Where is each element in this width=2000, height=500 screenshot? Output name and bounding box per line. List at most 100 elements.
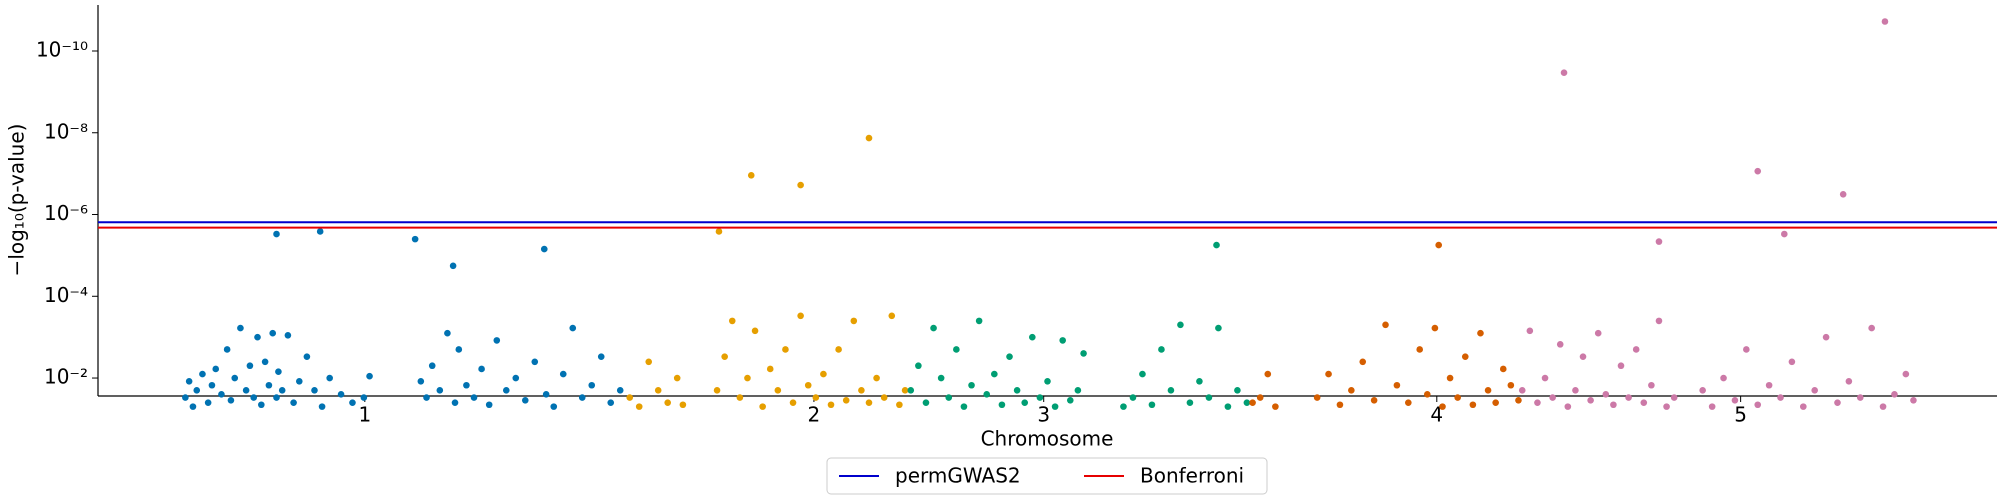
x-axis-label: Chromosome: [981, 427, 1114, 451]
point: [759, 403, 766, 410]
point: [227, 396, 235, 404]
point: [316, 228, 324, 235]
point: [1148, 401, 1156, 409]
point: [1699, 387, 1706, 394]
point: [865, 134, 873, 142]
point: [360, 394, 368, 401]
point: [1891, 391, 1898, 398]
point: [713, 387, 721, 394]
point: [1036, 394, 1044, 401]
point: [423, 394, 430, 401]
point: [540, 245, 548, 253]
point: [1139, 370, 1146, 378]
point: [1902, 370, 1910, 378]
point: [290, 399, 297, 406]
point: [1431, 324, 1439, 332]
point: [1518, 387, 1526, 394]
point: [269, 329, 277, 337]
point: [827, 401, 835, 409]
point: [1446, 374, 1454, 382]
point: [1625, 394, 1632, 401]
point: [1186, 399, 1194, 406]
y-tick-label: 10⁻⁴: [44, 283, 88, 307]
point: [945, 394, 953, 401]
point: [626, 394, 634, 401]
point: [337, 391, 345, 398]
point: [1336, 401, 1344, 409]
point: [1881, 18, 1889, 25]
y-axis-label: −log₁₀(p-value): [5, 124, 29, 277]
point: [1382, 321, 1389, 329]
point: [1579, 353, 1587, 360]
point: [485, 401, 493, 409]
point: [797, 312, 804, 320]
point: [311, 387, 318, 394]
point: [1256, 394, 1264, 401]
point: [960, 403, 968, 410]
point: [1044, 377, 1051, 385]
point: [531, 358, 539, 366]
point: [937, 374, 945, 382]
point: [616, 387, 624, 394]
point: [812, 394, 820, 401]
point: [204, 399, 212, 406]
point: [1499, 365, 1507, 373]
point: [744, 374, 751, 382]
point: [1788, 358, 1796, 366]
point: [751, 327, 759, 335]
point: [1811, 387, 1818, 394]
point: [1754, 167, 1762, 175]
point: [896, 401, 903, 409]
point: [907, 387, 915, 394]
point: [1129, 394, 1137, 401]
point: [451, 399, 459, 406]
point: [1587, 396, 1594, 404]
point: [1632, 346, 1640, 353]
point: [1224, 403, 1232, 410]
point: [1454, 394, 1461, 401]
point: [1120, 403, 1127, 410]
point: [1720, 374, 1727, 382]
point: [991, 370, 998, 378]
point: [968, 381, 975, 389]
point: [246, 362, 254, 370]
point: [721, 353, 728, 360]
point: [1534, 399, 1541, 406]
point: [193, 387, 201, 394]
point: [478, 365, 485, 373]
point: [975, 317, 983, 325]
point: [1074, 387, 1082, 394]
point: [1834, 399, 1841, 406]
legend-label: permGWAS2: [895, 464, 1021, 488]
point: [223, 346, 231, 353]
point: [645, 358, 653, 366]
point: [366, 372, 373, 380]
point: [789, 399, 797, 406]
point: [880, 394, 888, 401]
point: [915, 362, 922, 370]
point: [1839, 190, 1847, 198]
point: [185, 377, 193, 385]
point: [901, 387, 909, 394]
point: [199, 370, 206, 378]
point: [261, 358, 269, 366]
point: [1602, 391, 1610, 398]
point: [1572, 387, 1579, 394]
x-tick-label: 1: [358, 403, 371, 427]
point: [303, 353, 311, 360]
point: [1777, 394, 1784, 401]
point: [295, 377, 303, 385]
point: [774, 387, 782, 394]
point: [922, 399, 930, 406]
point: [254, 333, 261, 341]
point: [449, 262, 457, 270]
point: [1249, 399, 1256, 406]
point: [1439, 403, 1446, 410]
point: [888, 312, 896, 320]
point: [1594, 329, 1602, 337]
point: [250, 394, 258, 401]
point: [1066, 396, 1074, 404]
x-tick-label: 5: [1734, 403, 1747, 427]
legend-box: [826, 457, 1268, 495]
point: [1765, 381, 1773, 389]
